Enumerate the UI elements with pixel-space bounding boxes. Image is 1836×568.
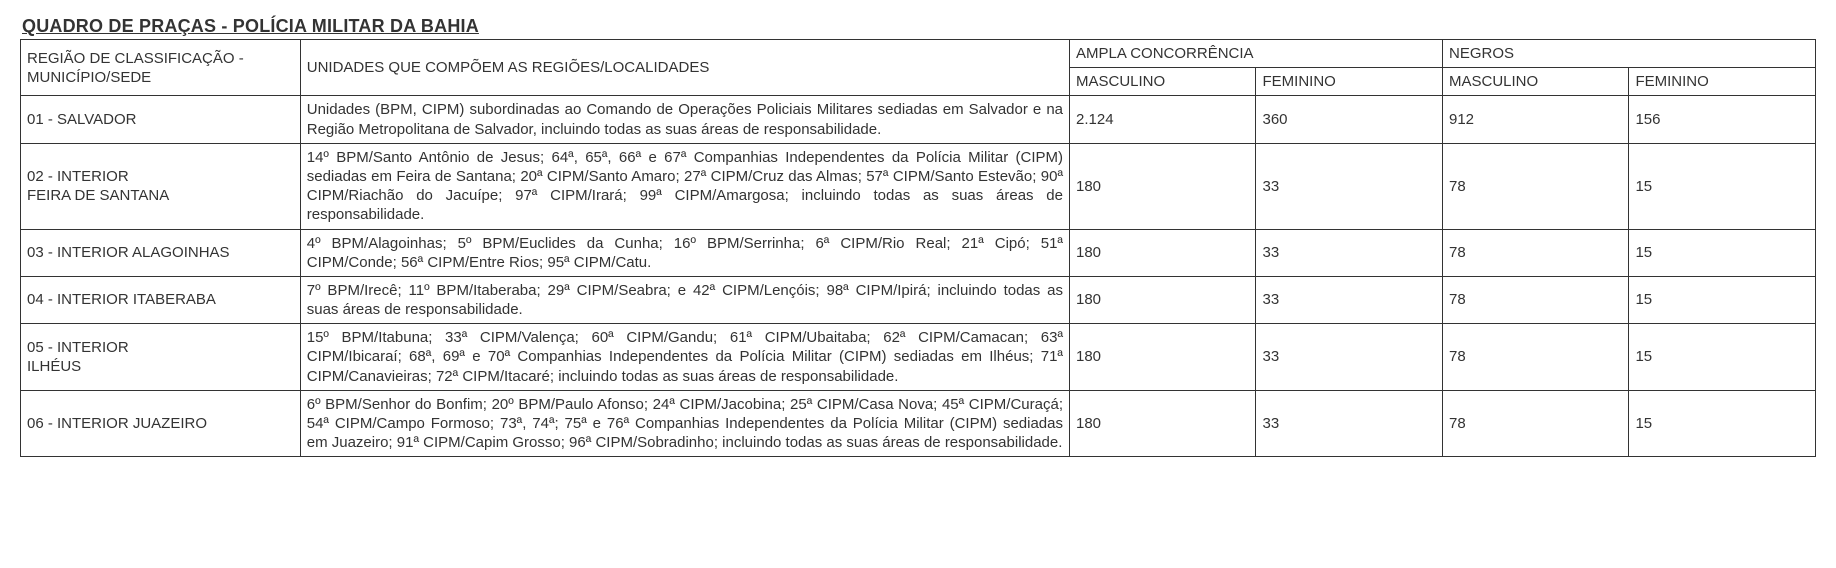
col-header-units: UNIDADES QUE COMPÕEM AS REGIÕES/LOCALIDA… bbox=[300, 40, 1069, 96]
cell-region: 03 - INTERIOR ALAGOINHAS bbox=[21, 229, 301, 276]
cell-negros-masc: 78 bbox=[1442, 276, 1628, 323]
cell-negros-masc: 78 bbox=[1442, 390, 1628, 457]
table-row: 02 - INTERIOR FEIRA DE SANTANA 14º BPM/S… bbox=[21, 143, 1816, 229]
cell-negros-masc: 78 bbox=[1442, 324, 1628, 391]
cell-region: 04 - INTERIOR ITABERABA bbox=[21, 276, 301, 323]
cell-ampla-masc: 180 bbox=[1070, 276, 1256, 323]
cell-units: 7º BPM/Irecê; 11º BPM/Itaberaba; 29ª CIP… bbox=[300, 276, 1069, 323]
cell-ampla-fem: 33 bbox=[1256, 390, 1443, 457]
cell-ampla-masc: 2.124 bbox=[1070, 96, 1256, 143]
table-row: 05 - INTERIOR ILHÉUS 15º BPM/Itabuna; 33… bbox=[21, 324, 1816, 391]
col-header-ampla-masc: MASCULINO bbox=[1070, 68, 1256, 96]
table-row: 06 - INTERIOR JUAZEIRO 6º BPM/Senhor do … bbox=[21, 390, 1816, 457]
pracas-table: REGIÃO DE CLASSIFICAÇÃO - MUNICÍPIO/SEDE… bbox=[20, 39, 1816, 457]
col-header-ampla-fem: FEMININO bbox=[1256, 68, 1443, 96]
cell-ampla-fem: 33 bbox=[1256, 324, 1443, 391]
col-header-negros-masc: MASCULINO bbox=[1442, 68, 1628, 96]
cell-region: 06 - INTERIOR JUAZEIRO bbox=[21, 390, 301, 457]
cell-ampla-fem: 33 bbox=[1256, 143, 1443, 229]
cell-ampla-masc: 180 bbox=[1070, 390, 1256, 457]
cell-negros-fem: 156 bbox=[1629, 96, 1816, 143]
cell-ampla-fem: 33 bbox=[1256, 276, 1443, 323]
col-header-region: REGIÃO DE CLASSIFICAÇÃO - MUNICÍPIO/SEDE bbox=[21, 40, 301, 96]
table-row: 01 - SALVADOR Unidades (BPM, CIPM) subor… bbox=[21, 96, 1816, 143]
col-group-ampla: AMPLA CONCORRÊNCIA bbox=[1070, 40, 1443, 68]
table-body: 01 - SALVADOR Unidades (BPM, CIPM) subor… bbox=[21, 96, 1816, 457]
table-row: 04 - INTERIOR ITABERABA 7º BPM/Irecê; 11… bbox=[21, 276, 1816, 323]
cell-negros-masc: 78 bbox=[1442, 229, 1628, 276]
cell-units: 15º BPM/Itabuna; 33ª CIPM/Valença; 60ª C… bbox=[300, 324, 1069, 391]
cell-region: 02 - INTERIOR FEIRA DE SANTANA bbox=[21, 143, 301, 229]
cell-negros-fem: 15 bbox=[1629, 229, 1816, 276]
cell-negros-fem: 15 bbox=[1629, 276, 1816, 323]
col-header-negros-fem: FEMININO bbox=[1629, 68, 1816, 96]
table-header-row-1: REGIÃO DE CLASSIFICAÇÃO - MUNICÍPIO/SEDE… bbox=[21, 40, 1816, 68]
cell-ampla-fem: 33 bbox=[1256, 229, 1443, 276]
cell-negros-fem: 15 bbox=[1629, 143, 1816, 229]
cell-units: 6º BPM/Senhor do Bonfim; 20º BPM/Paulo A… bbox=[300, 390, 1069, 457]
cell-units: Unidades (BPM, CIPM) subordinadas ao Com… bbox=[300, 96, 1069, 143]
page-title: QUADRO DE PRAÇAS - POLÍCIA MILITAR DA BA… bbox=[22, 16, 1816, 37]
cell-ampla-masc: 180 bbox=[1070, 229, 1256, 276]
cell-ampla-masc: 180 bbox=[1070, 143, 1256, 229]
cell-region: 05 - INTERIOR ILHÉUS bbox=[21, 324, 301, 391]
cell-negros-masc: 912 bbox=[1442, 96, 1628, 143]
table-row: 03 - INTERIOR ALAGOINHAS 4º BPM/Alagoinh… bbox=[21, 229, 1816, 276]
cell-ampla-fem: 360 bbox=[1256, 96, 1443, 143]
cell-negros-masc: 78 bbox=[1442, 143, 1628, 229]
cell-ampla-masc: 180 bbox=[1070, 324, 1256, 391]
cell-region: 01 - SALVADOR bbox=[21, 96, 301, 143]
cell-units: 14º BPM/Santo Antônio de Jesus; 64ª, 65ª… bbox=[300, 143, 1069, 229]
col-group-negros: NEGROS bbox=[1442, 40, 1815, 68]
cell-negros-fem: 15 bbox=[1629, 324, 1816, 391]
cell-negros-fem: 15 bbox=[1629, 390, 1816, 457]
cell-units: 4º BPM/Alagoinhas; 5º BPM/Euclides da Cu… bbox=[300, 229, 1069, 276]
